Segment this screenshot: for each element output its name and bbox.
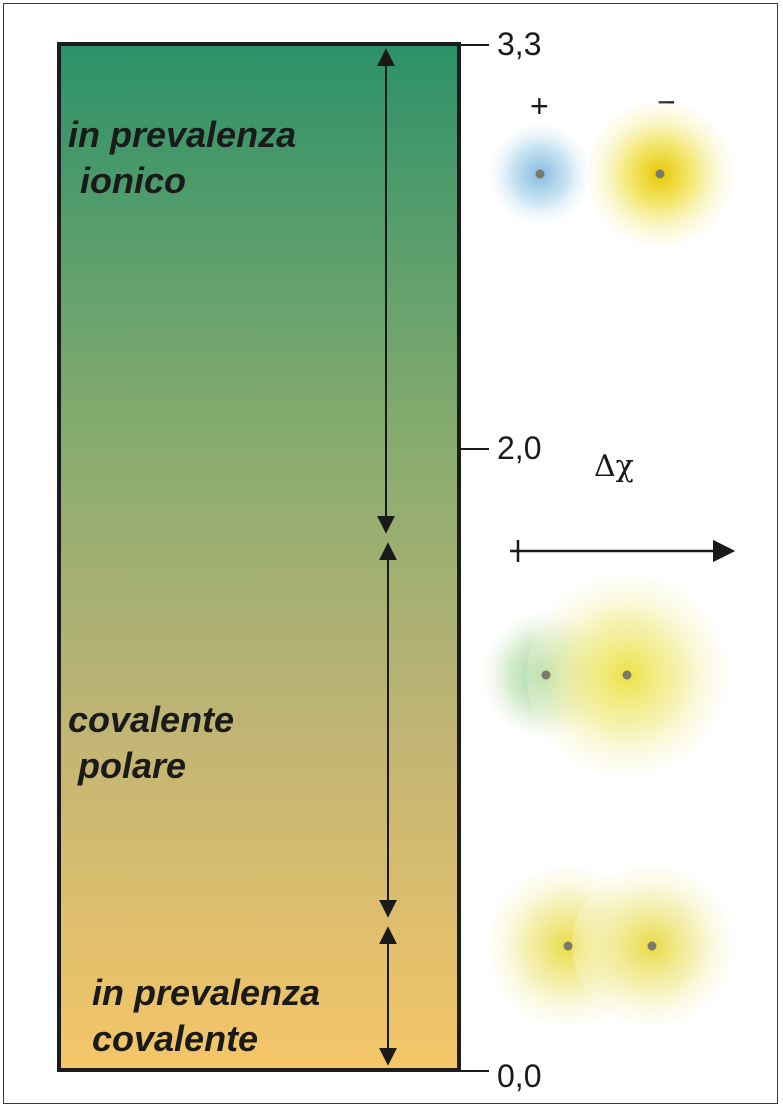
tick-label-middle: 2,0 [497,430,542,466]
cation-nucleus [535,169,545,179]
region-label-polar-covalent-line2: polare [78,745,187,786]
region-label-ionic: in prevalenza ionico [68,112,296,204]
tick-label-top: 3,3 [497,26,542,62]
region-label-ionic-line1: in prevalenza [68,114,297,155]
region-label-covalent-line2: covalente [92,1018,259,1059]
tick-mark-top [461,44,489,46]
tick-mark-middle [461,448,489,450]
covalent-atom-left-nucleus [563,941,573,951]
polar-atom-small-nucleus [541,670,551,680]
tick-label-bottom: 0,0 [497,1058,542,1094]
region-label-covalent: in prevalenza covalente [92,970,320,1062]
polar-atom-large-nucleus [622,670,632,680]
region-label-polar-covalent-line1: covalente [68,699,235,740]
region-label-polar-covalent: covalente polare [68,697,234,789]
delta-chi-symbol: Δχ [594,449,634,484]
tick-mark-bottom [461,1070,489,1072]
positive-charge-sign: + [530,88,549,124]
region-label-ionic-line2: ionico [80,160,186,201]
covalent-atom-right-nucleus [647,941,657,951]
figure-frame [3,3,778,1104]
region-label-covalent-line1: in prevalenza [92,972,321,1013]
anion-nucleus [655,169,665,179]
